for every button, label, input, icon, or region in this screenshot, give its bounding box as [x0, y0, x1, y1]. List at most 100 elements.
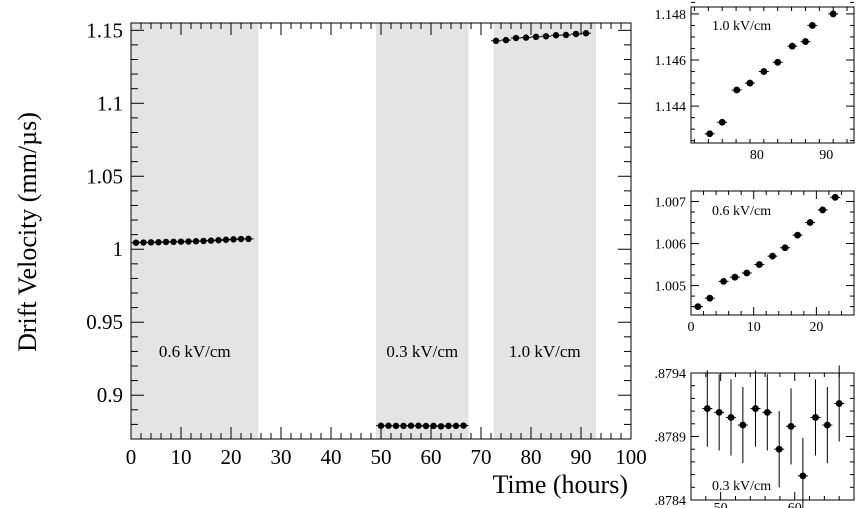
inset-data-point	[787, 422, 795, 430]
data-point	[170, 238, 177, 246]
data-point	[460, 422, 467, 429]
inset-data-point	[752, 405, 759, 412]
x-tick-label: 90	[571, 445, 592, 469]
data-point	[237, 235, 245, 243]
data-point	[230, 236, 237, 243]
data-point	[552, 32, 560, 39]
data-point	[392, 422, 400, 430]
data-point	[512, 34, 520, 42]
shaded-region	[131, 23, 259, 439]
inset-data-point	[799, 472, 807, 480]
inset-data-point	[703, 405, 711, 412]
y-tick-label: 0.95	[86, 310, 123, 334]
inset-data-point	[731, 273, 739, 281]
inset-data-point	[774, 58, 782, 66]
data-point	[147, 239, 155, 246]
inset-y-tick-label: .8784	[655, 494, 687, 508]
inset-x-tick-label: 50	[714, 501, 728, 508]
data-point	[452, 422, 460, 430]
main-plot: 0 10 20 30 40 50 60 70 80 90 100 0.9 0.95 1 1.05 1.1 1.…	[13, 18, 647, 499]
data-point	[572, 30, 580, 38]
data-point	[407, 422, 415, 429]
inset-y-tick-label: 1.146	[655, 54, 687, 69]
inset-data-point	[746, 79, 754, 87]
data-point	[430, 422, 437, 430]
inset-data-point	[802, 38, 809, 45]
inset-data-point	[788, 42, 796, 50]
inset-data-point	[812, 414, 819, 421]
inset-data-point	[727, 414, 735, 421]
data-point	[245, 235, 252, 243]
inset-0-3-kv: 50 60 .8784 .8789 .8794 0.3 kV/cm	[655, 365, 855, 508]
inset-y-tick-label: 1.006	[655, 238, 687, 253]
inset-data-point	[720, 277, 727, 285]
main-plot-frame	[130, 22, 632, 440]
data-point	[562, 31, 570, 39]
inset-data-point	[706, 130, 714, 138]
inset-data-point	[794, 231, 801, 239]
data-point	[140, 239, 147, 246]
y-tick-label: 0.9	[97, 383, 123, 407]
data-point	[377, 422, 385, 429]
inset-x-tick-label: 80	[750, 148, 764, 163]
inset-data-point	[743, 269, 751, 277]
data-point	[185, 238, 192, 245]
inset-1-frame	[690, 6, 855, 144]
data-point	[532, 33, 540, 41]
shaded-region	[376, 23, 469, 439]
inset-data-point	[806, 219, 814, 226]
inset-3-annotation: 0.3 kV/cm	[712, 479, 771, 494]
inset-y-tick-label: 1.148	[655, 8, 687, 23]
inset-data-point	[694, 303, 702, 310]
inset-data-point	[763, 408, 771, 416]
inset-data-point	[808, 22, 816, 29]
data-point	[415, 422, 422, 429]
x-tick-label: 30	[271, 445, 292, 469]
data-point	[422, 422, 430, 430]
inset-y-tick-label: .8794	[655, 367, 687, 382]
data-point	[502, 36, 510, 44]
data-point	[192, 238, 200, 245]
data-point	[177, 238, 185, 245]
data-point	[215, 236, 222, 244]
inset-y-tick-label: 1.005	[655, 280, 687, 295]
inset-data-point	[835, 400, 843, 407]
data-point	[162, 238, 170, 246]
x-tick-label: 10	[171, 445, 192, 469]
inset-data-point	[769, 252, 776, 260]
inset-x-tick-label: 60	[788, 501, 802, 508]
inset-y-tick-label: 1.007	[655, 196, 687, 211]
data-point	[492, 37, 500, 45]
x-tick-label: 70	[471, 445, 492, 469]
inset-1-annotation: 1.0 kV/cm	[712, 19, 771, 34]
inset-2-frame	[690, 190, 855, 316]
inset-x-tick-label: 0	[688, 320, 695, 335]
inset-0-6-kv: 0 10 20 1.005 1.006 1.007 0.6 kV/cm	[655, 190, 855, 335]
inset-data-point	[706, 294, 714, 302]
y-tick-label: 1.15	[86, 18, 123, 42]
x-tick-label: 80	[521, 445, 542, 469]
inset-x-tick-label: 90	[819, 148, 833, 163]
inset-data-point	[823, 421, 831, 429]
inset-data-point	[715, 408, 723, 416]
inset-data-point	[718, 118, 726, 126]
y-tick-label: 1.05	[86, 164, 123, 188]
shaded-region	[493, 23, 596, 439]
inset-data-point	[755, 261, 763, 268]
x-tick-label: 100	[615, 445, 647, 469]
inset-y-tick-label: .8789	[655, 431, 687, 446]
y-tick-label: 1.1	[97, 91, 123, 115]
inset-y-tick-label: 1.144	[655, 100, 687, 115]
region-label-0-3: 0.3 kV/cm	[386, 342, 458, 361]
data-point	[385, 422, 392, 429]
region-label-0-6: 0.6 kV/cm	[159, 342, 231, 361]
inset-data-point	[739, 421, 747, 429]
data-point	[222, 236, 230, 243]
data-point	[200, 237, 207, 245]
data-point	[155, 239, 162, 246]
x-tick-label: 60	[421, 445, 442, 469]
inset-data-point	[775, 445, 783, 453]
region-label-1-0: 1.0 kV/cm	[509, 342, 581, 361]
inset-3-frame	[690, 372, 855, 501]
inset-data-point	[829, 10, 837, 18]
